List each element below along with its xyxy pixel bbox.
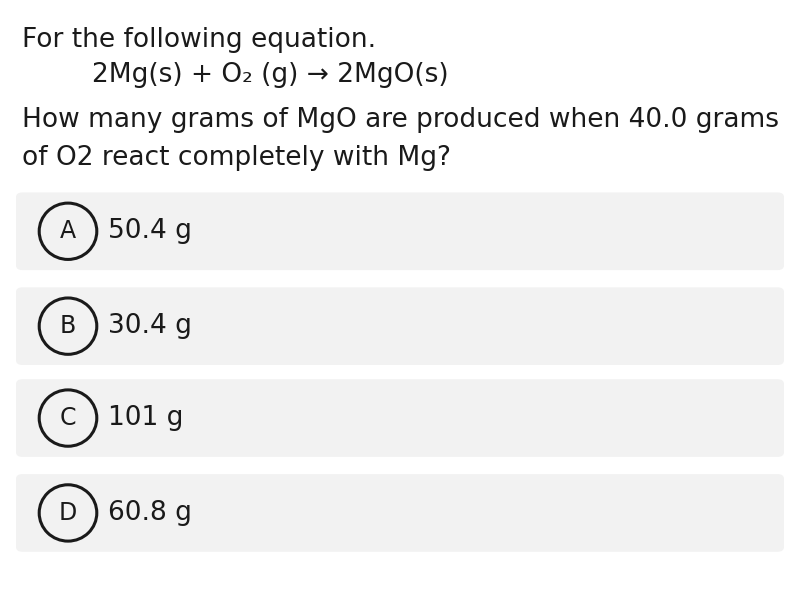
Text: 60.8 g: 60.8 g [108, 500, 192, 526]
Text: 2Mg(s) + O₂ (g) → 2MgO(s): 2Mg(s) + O₂ (g) → 2MgO(s) [92, 62, 449, 88]
Text: D: D [59, 501, 77, 525]
FancyBboxPatch shape [16, 192, 784, 270]
Text: C: C [60, 406, 76, 430]
Text: 101 g: 101 g [108, 405, 183, 431]
Text: 50.4 g: 50.4 g [108, 218, 192, 244]
Text: of O2 react completely with Mg?: of O2 react completely with Mg? [22, 145, 451, 171]
FancyBboxPatch shape [16, 380, 784, 457]
Text: 30.4 g: 30.4 g [108, 313, 192, 339]
Text: For the following equation.: For the following equation. [22, 27, 377, 53]
FancyBboxPatch shape [16, 474, 784, 551]
Text: B: B [60, 314, 76, 338]
Text: How many grams of MgO are produced when 40.0 grams: How many grams of MgO are produced when … [22, 107, 779, 133]
FancyBboxPatch shape [16, 288, 784, 365]
Text: A: A [60, 219, 76, 243]
